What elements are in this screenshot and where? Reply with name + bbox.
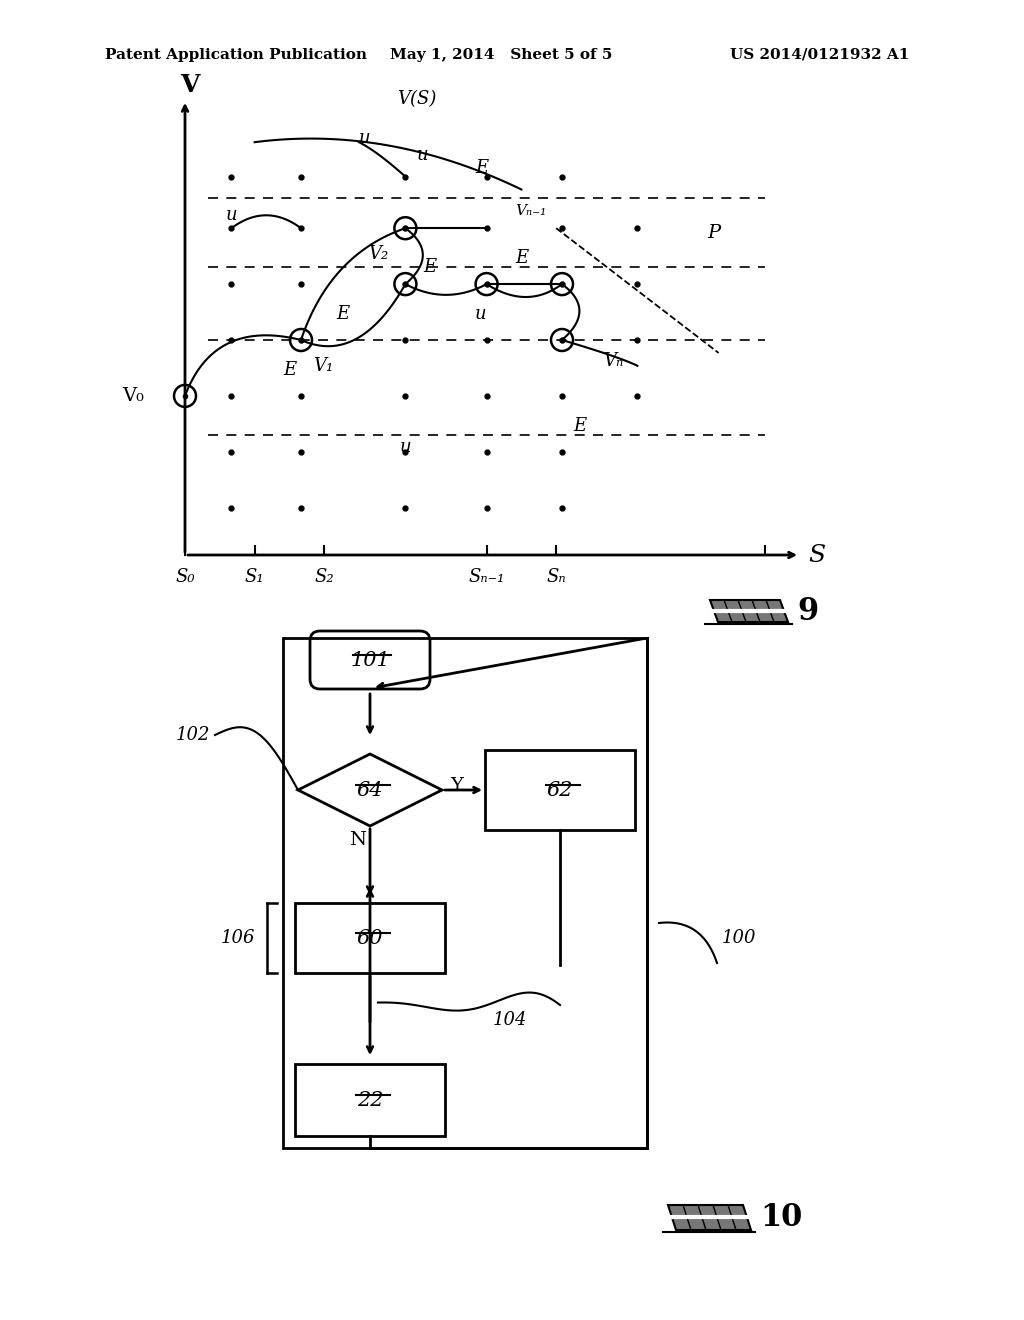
Bar [295, 1064, 445, 1137]
Text: E: E [284, 362, 297, 379]
Text: E: E [573, 417, 587, 436]
Text: E: E [516, 249, 528, 267]
Polygon shape [710, 601, 788, 622]
Polygon shape [668, 1205, 751, 1230]
Text: US 2014/0121932 A1: US 2014/0121932 A1 [730, 48, 909, 62]
Text: S₁: S₁ [245, 568, 264, 586]
Text: 106: 106 [220, 929, 255, 946]
Text: Vₙ₋₁: Vₙ₋₁ [516, 205, 547, 218]
Text: S₂: S₂ [314, 568, 334, 586]
Text: u: u [475, 305, 486, 323]
Text: E: E [475, 158, 488, 177]
Text: 64: 64 [356, 780, 383, 800]
Text: V₀: V₀ [123, 387, 144, 405]
Text: u: u [359, 129, 371, 147]
Text: 101: 101 [350, 651, 390, 669]
Text: 9: 9 [797, 595, 818, 627]
Text: u: u [399, 438, 412, 457]
Text: Vₙ: Vₙ [602, 352, 623, 371]
Text: 10: 10 [760, 1201, 802, 1233]
Text: N: N [349, 832, 367, 849]
Text: 62: 62 [547, 780, 573, 800]
Text: S₀: S₀ [175, 568, 195, 586]
Text: S: S [808, 544, 825, 566]
Text: V: V [180, 73, 200, 96]
Text: Y: Y [450, 777, 463, 795]
Text: May 1, 2014   Sheet 5 of 5: May 1, 2014 Sheet 5 of 5 [390, 48, 612, 62]
Text: V₁: V₁ [312, 356, 333, 375]
Text: Sₙ: Sₙ [547, 568, 566, 586]
Text: V₂: V₂ [368, 246, 388, 263]
Text: E: E [336, 305, 349, 323]
Text: Sₙ₋₁: Sₙ₋₁ [468, 568, 505, 586]
Text: 100: 100 [722, 929, 757, 946]
Text: E: E [423, 257, 436, 276]
Bar [283, 638, 647, 1148]
Text: 102: 102 [175, 726, 210, 744]
Text: V(S): V(S) [397, 90, 436, 108]
Text: Patent Application Publication: Patent Application Publication [105, 48, 367, 62]
Text: u: u [225, 206, 238, 224]
Bar [295, 903, 445, 973]
Text: 22: 22 [356, 1090, 383, 1110]
Bar [485, 750, 635, 830]
Text: u: u [417, 147, 429, 164]
Text: 60: 60 [356, 928, 383, 948]
Text: P: P [707, 223, 720, 242]
Text: 104: 104 [493, 1011, 527, 1030]
